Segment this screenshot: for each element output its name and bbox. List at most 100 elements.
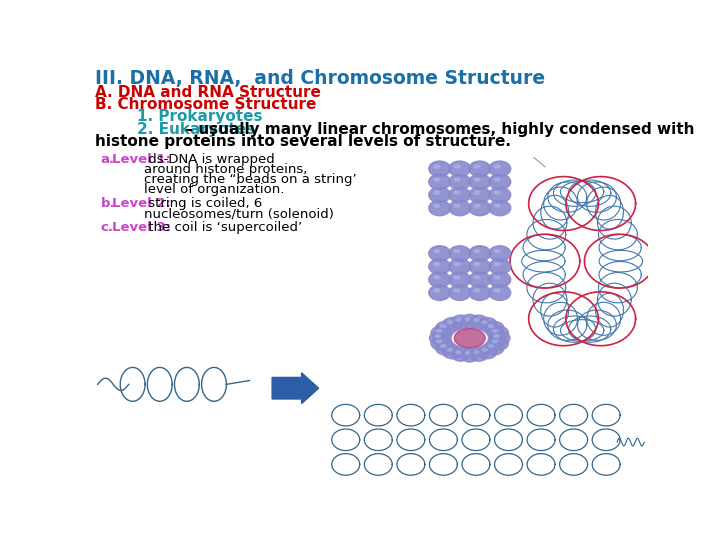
Ellipse shape	[474, 191, 480, 194]
Ellipse shape	[494, 178, 500, 181]
Ellipse shape	[443, 318, 462, 332]
Text: ds-DNA is wrapped: ds-DNA is wrapped	[144, 153, 275, 166]
Ellipse shape	[494, 262, 500, 266]
Ellipse shape	[489, 285, 510, 300]
Ellipse shape	[487, 326, 508, 340]
Ellipse shape	[474, 204, 480, 207]
Text: nucleosomes/turn (solenoid): nucleosomes/turn (solenoid)	[144, 207, 334, 220]
Ellipse shape	[434, 289, 440, 292]
Ellipse shape	[494, 276, 500, 279]
Text: level of organization.: level of organization.	[144, 184, 284, 197]
Ellipse shape	[451, 347, 470, 361]
Ellipse shape	[474, 351, 479, 354]
Ellipse shape	[454, 328, 485, 348]
Ellipse shape	[429, 200, 451, 215]
Ellipse shape	[489, 174, 510, 190]
Ellipse shape	[441, 325, 446, 327]
Ellipse shape	[434, 262, 440, 266]
Ellipse shape	[454, 191, 460, 194]
Ellipse shape	[434, 204, 440, 207]
Text: string is coiled, 6: string is coiled, 6	[144, 197, 263, 210]
Ellipse shape	[494, 249, 500, 253]
Ellipse shape	[454, 178, 460, 181]
Ellipse shape	[474, 276, 480, 279]
Text: 2. Eukaryotes: 2. Eukaryotes	[94, 122, 255, 137]
Text: around histone proteins,: around histone proteins,	[144, 164, 307, 177]
Ellipse shape	[449, 187, 471, 202]
Ellipse shape	[477, 318, 497, 332]
Ellipse shape	[474, 289, 480, 292]
Ellipse shape	[474, 178, 480, 181]
Ellipse shape	[469, 174, 490, 190]
Ellipse shape	[429, 259, 451, 274]
Ellipse shape	[466, 318, 469, 321]
Ellipse shape	[489, 272, 510, 287]
Text: b.: b.	[101, 197, 115, 210]
Ellipse shape	[494, 191, 500, 194]
Ellipse shape	[469, 259, 490, 274]
Ellipse shape	[429, 161, 451, 177]
Ellipse shape	[434, 191, 440, 194]
Ellipse shape	[429, 331, 451, 345]
Ellipse shape	[489, 259, 510, 274]
Ellipse shape	[429, 246, 451, 261]
Ellipse shape	[488, 331, 510, 345]
Ellipse shape	[429, 285, 451, 300]
Ellipse shape	[489, 246, 510, 261]
Ellipse shape	[451, 315, 470, 329]
Ellipse shape	[469, 187, 490, 202]
Ellipse shape	[483, 341, 504, 355]
Ellipse shape	[474, 319, 479, 321]
Ellipse shape	[489, 200, 510, 215]
Ellipse shape	[477, 345, 497, 359]
Ellipse shape	[469, 347, 488, 361]
Ellipse shape	[436, 329, 442, 332]
Ellipse shape	[469, 272, 490, 287]
Ellipse shape	[492, 340, 498, 343]
Text: A. DNA and RNA Structure: A. DNA and RNA Structure	[94, 85, 320, 100]
Ellipse shape	[449, 285, 471, 300]
Ellipse shape	[449, 161, 471, 177]
Ellipse shape	[489, 187, 510, 202]
Ellipse shape	[469, 315, 488, 329]
FancyArrow shape	[272, 373, 319, 403]
Ellipse shape	[474, 165, 480, 168]
Ellipse shape	[441, 345, 446, 347]
Ellipse shape	[435, 335, 441, 338]
Ellipse shape	[448, 348, 452, 351]
Ellipse shape	[449, 259, 471, 274]
Ellipse shape	[436, 340, 442, 343]
Text: the coil is ‘supercoiled’: the coil is ‘supercoiled’	[144, 221, 302, 234]
Ellipse shape	[456, 351, 461, 354]
Text: B. Chromosome Structure: B. Chromosome Structure	[94, 97, 316, 112]
Ellipse shape	[489, 161, 510, 177]
Ellipse shape	[462, 314, 478, 328]
Ellipse shape	[469, 200, 490, 215]
Text: histone proteins into several levels of structure.: histone proteins into several levels of …	[94, 134, 510, 149]
Ellipse shape	[474, 262, 480, 266]
Ellipse shape	[454, 276, 460, 279]
Ellipse shape	[449, 174, 471, 190]
Ellipse shape	[454, 262, 460, 266]
Text: Level 1:: Level 1:	[112, 153, 171, 166]
Ellipse shape	[488, 325, 494, 327]
Ellipse shape	[429, 174, 451, 190]
Ellipse shape	[454, 249, 460, 253]
Ellipse shape	[482, 321, 487, 324]
Ellipse shape	[449, 246, 471, 261]
Text: Level 3:: Level 3:	[112, 221, 171, 234]
Ellipse shape	[436, 341, 456, 355]
Ellipse shape	[462, 348, 478, 362]
Ellipse shape	[469, 285, 490, 300]
Text: c.: c.	[101, 221, 114, 234]
Ellipse shape	[429, 272, 451, 287]
Ellipse shape	[434, 276, 440, 279]
Ellipse shape	[434, 165, 440, 168]
Ellipse shape	[469, 246, 490, 261]
Ellipse shape	[494, 204, 500, 207]
Ellipse shape	[482, 348, 487, 351]
Ellipse shape	[431, 326, 452, 340]
Text: creating the “beads on a string’: creating the “beads on a string’	[144, 173, 357, 186]
Ellipse shape	[483, 321, 504, 335]
Text: Level 2:: Level 2:	[112, 197, 171, 210]
